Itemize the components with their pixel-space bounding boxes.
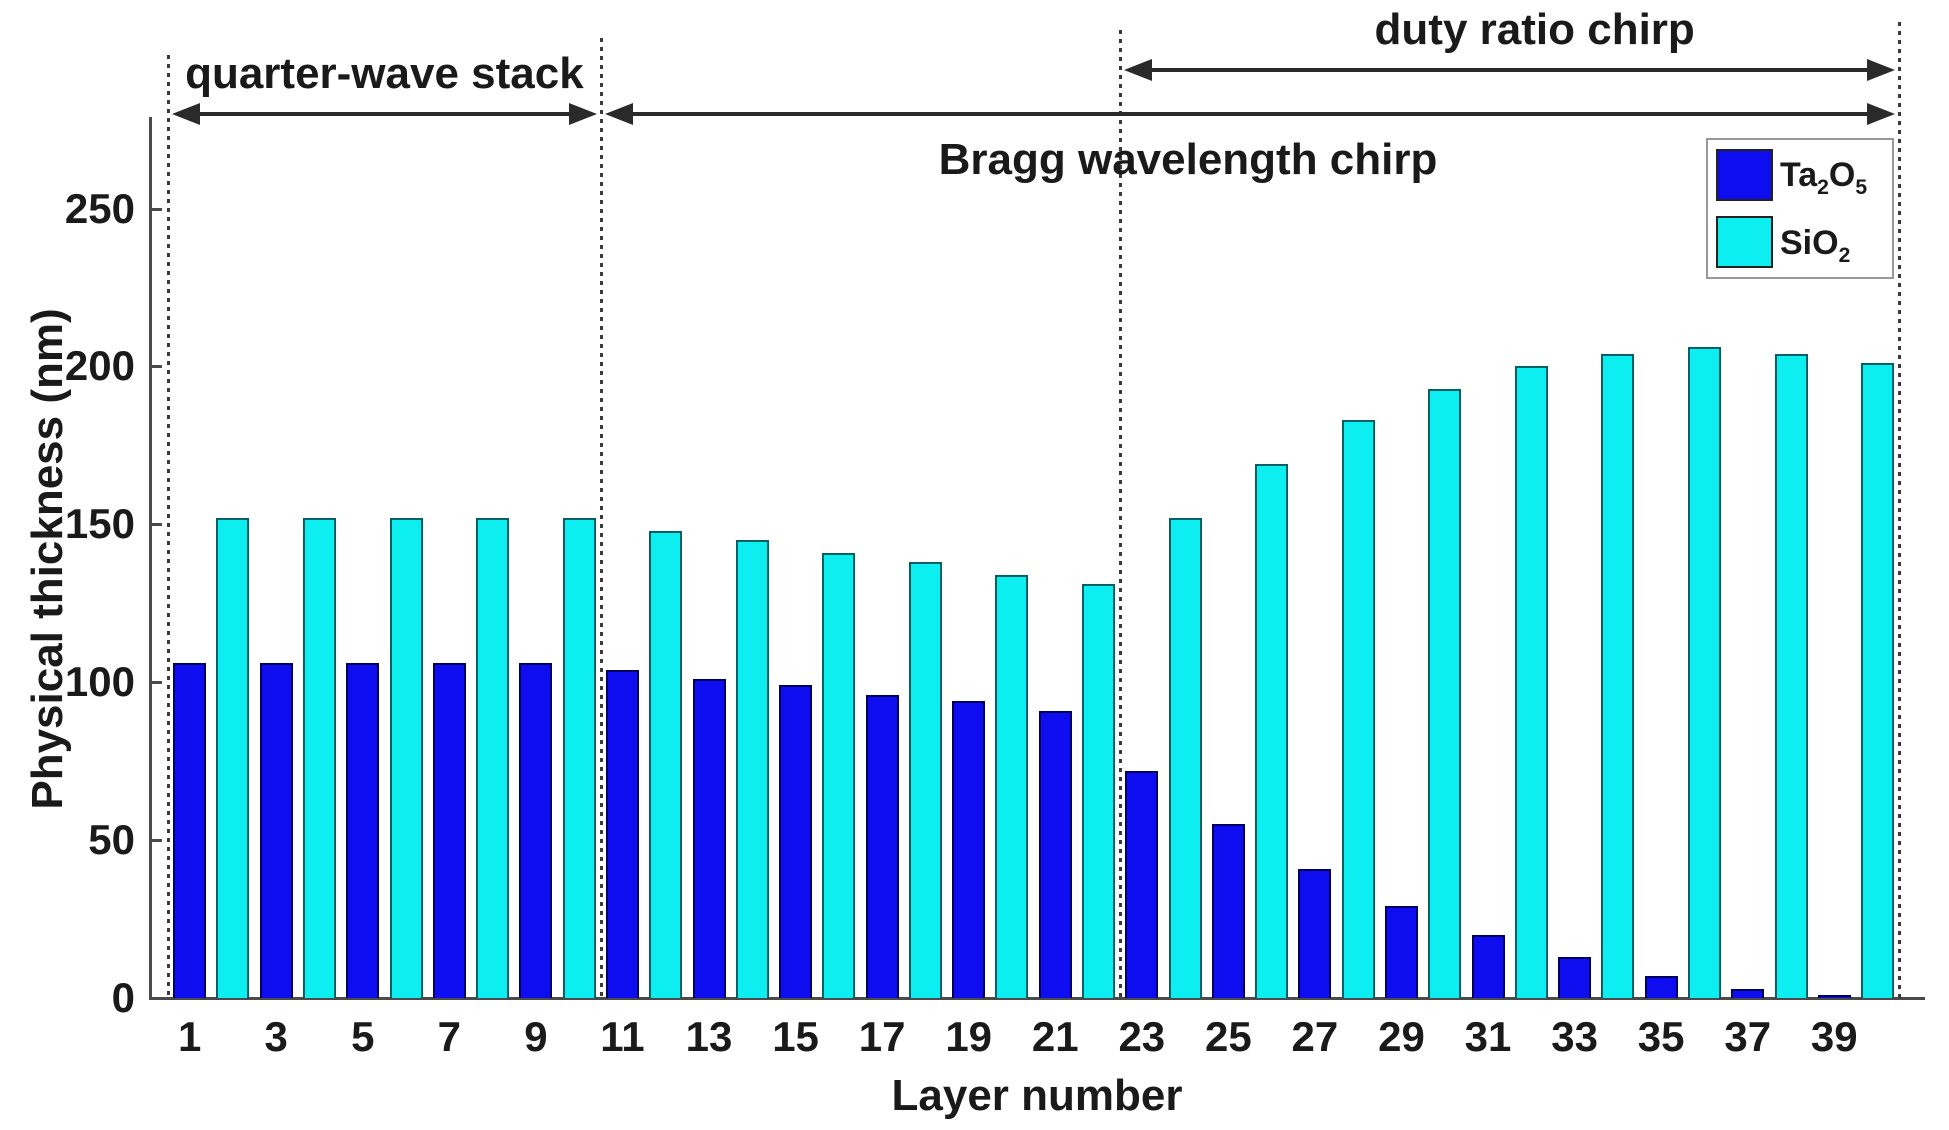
y-tick-label: 100 (64, 658, 135, 706)
annotation-arrow-head-left (604, 103, 633, 125)
annotation-label: duty ratio chirp (1374, 5, 1695, 54)
x-tick-label: 37 (1724, 1013, 1772, 1060)
legend: Ta2O5 SiO2 (1706, 138, 1894, 279)
bar-layer-29-ta2o5 (1384, 906, 1418, 998)
x-tick-label: 29 (1378, 1013, 1425, 1060)
x-tick-label: 21 (1031, 1013, 1079, 1060)
x-tick-label: 11 (600, 1013, 645, 1060)
bar-layer-20-sio2 (995, 574, 1029, 998)
bar-layer-4-sio2 (302, 517, 336, 998)
bar-layer-27-ta2o5 (1298, 868, 1332, 998)
bar-layer-40-sio2 (1861, 363, 1895, 998)
annotation-label: quarter-wave stack (185, 49, 584, 98)
bar-layer-11-ta2o5 (605, 669, 639, 998)
bar-layer-8-sio2 (476, 517, 510, 998)
x-tick-label: 13 (685, 1013, 733, 1060)
y-tick-label: 50 (88, 816, 135, 864)
x-tick-label: 1 (177, 1013, 202, 1060)
y-tick-label: 250 (64, 184, 135, 232)
bar-layer-38-sio2 (1774, 353, 1808, 998)
bar-layer-9-ta2o5 (519, 663, 553, 998)
bar-layer-12-sio2 (649, 530, 683, 998)
bar-layer-17-ta2o5 (865, 694, 899, 998)
annotation-arrow-head-right (1867, 103, 1896, 125)
x-tick-label: 35 (1637, 1013, 1685, 1060)
bar-layer-30-sio2 (1428, 388, 1462, 998)
bar-layer-24-sio2 (1168, 517, 1202, 998)
bar-layer-31-ta2o5 (1471, 934, 1505, 998)
bar-layer-25-ta2o5 (1211, 824, 1245, 998)
bar-layer-21-ta2o5 (1038, 710, 1072, 998)
y-tick (151, 523, 162, 527)
y-tick (151, 681, 162, 685)
bar-layer-3-ta2o5 (259, 663, 293, 998)
x-tick-label: 3 (264, 1013, 288, 1060)
annotation-arrow-head-left (1124, 59, 1153, 81)
bar-layer-16-sio2 (822, 552, 856, 998)
y-tick-label: 200 (64, 342, 135, 390)
bar-layer-37-ta2o5 (1731, 988, 1765, 998)
x-tick-label: 39 (1810, 1013, 1858, 1060)
divider-line (1898, 22, 1902, 998)
y-tick (151, 207, 162, 211)
annotation-arrow (624, 112, 1876, 116)
bar-layer-26-sio2 (1255, 464, 1289, 998)
x-tick-label: 25 (1205, 1013, 1252, 1060)
y-tick-label: 150 (64, 500, 135, 548)
bar-layer-2-sio2 (216, 517, 250, 998)
annotation-label: Bragg wavelength chirp (938, 135, 1438, 184)
x-tick-label: 33 (1551, 1013, 1598, 1060)
x-axis-title: Layer number (891, 1071, 1183, 1120)
bar-layer-22-sio2 (1082, 584, 1116, 998)
y-tick-label: 0 (111, 974, 135, 1021)
bar-layer-19-ta2o5 (952, 701, 986, 998)
bar-layer-23-ta2o5 (1125, 770, 1159, 998)
bar-layer-36-sio2 (1687, 347, 1721, 998)
annotation-arrow-head-right (1867, 59, 1896, 81)
bar-layer-18-sio2 (908, 562, 942, 998)
bar-layer-39-ta2o5 (1817, 994, 1851, 998)
annotation-arrow-head-right (568, 103, 597, 125)
y-tick (151, 839, 162, 843)
x-axis-line (149, 997, 1925, 1000)
divider-line (167, 55, 170, 998)
x-tick-label: 7 (437, 1013, 461, 1060)
bar-layer-6-sio2 (389, 517, 423, 998)
y-tick (151, 997, 162, 1000)
x-tick-label: 23 (1118, 1013, 1166, 1060)
x-tick-label: 5 (351, 1013, 375, 1060)
bar-layer-7-ta2o5 (432, 663, 466, 998)
legend-label-ta2o5: Ta2O5 (1780, 156, 1868, 199)
annotation-arrow (1144, 68, 1876, 72)
bar-layer-15-ta2o5 (779, 685, 813, 998)
x-tick-label: 19 (945, 1013, 993, 1060)
bar-layer-32-sio2 (1514, 366, 1548, 998)
legend-label-sio2: SiO2 (1780, 224, 1851, 267)
y-axis-line (149, 117, 152, 998)
y-tick (151, 365, 162, 369)
legend-swatch-sio2 (1716, 216, 1773, 268)
bar-layer-1-ta2o5 (173, 663, 207, 998)
bar-layer-14-sio2 (735, 540, 769, 998)
divider-line (1119, 30, 1123, 998)
bar-layer-34-sio2 (1601, 353, 1635, 998)
bar-layer-10-sio2 (562, 517, 596, 998)
x-tick-label: 17 (858, 1013, 906, 1060)
x-tick-label: 9 (524, 1013, 548, 1060)
bar-layer-13-ta2o5 (692, 679, 726, 998)
legend-swatch-ta2o5 (1716, 149, 1773, 201)
bar-layer-5-ta2o5 (346, 663, 380, 998)
bar-layer-28-sio2 (1341, 420, 1375, 998)
annotation-arrow-head-left (172, 103, 200, 125)
divider-line (599, 38, 603, 998)
bar-layer-35-ta2o5 (1644, 975, 1678, 998)
x-tick-label: 31 (1464, 1013, 1512, 1060)
annotation-arrow (192, 112, 577, 116)
bar-layer-33-ta2o5 (1558, 956, 1592, 998)
x-tick-label: 15 (772, 1013, 819, 1060)
x-tick-label: 27 (1291, 1013, 1339, 1060)
